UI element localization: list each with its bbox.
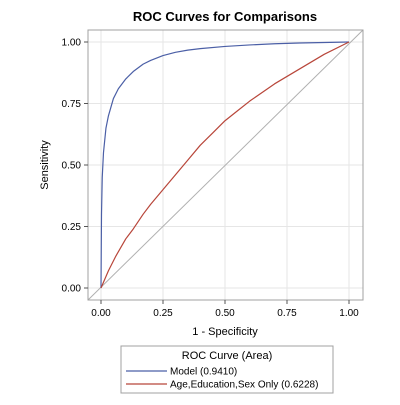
x-tick-label: 1.00 — [339, 308, 359, 319]
legend: ROC Curve (Area) Model (0.9410) Age,Educ… — [120, 345, 334, 394]
grid-layer — [88, 30, 363, 300]
series-layer — [100, 41, 350, 289]
x-tick-label: 0.00 — [91, 308, 111, 319]
y-tick-label: 0.50 — [62, 161, 82, 172]
x-tick-layer: 0.00 0.25 0.50 0.75 1.00 — [91, 300, 359, 319]
x-axis-label: 1 - Specificity — [192, 326, 258, 338]
series-line-age-education-sex — [100, 41, 350, 289]
chart-title: ROC Curves for Comparisons — [133, 9, 317, 24]
y-tick-label: 0.00 — [62, 284, 82, 295]
x-tick-label: 0.25 — [153, 308, 173, 319]
legend-entry-age-education-sex: Age,Education,Sex Only (0.6228) — [170, 380, 318, 391]
y-tick-label: 1.00 — [62, 38, 82, 49]
y-tick-label: 0.25 — [62, 222, 82, 233]
y-tick-layer: 0.00 0.25 0.50 0.75 1.00 — [62, 38, 88, 295]
legend-title: ROC Curve (Area) — [182, 350, 272, 362]
legend-entry-model: Model (0.9410) — [170, 367, 237, 378]
y-axis-label: Sensitivity — [39, 140, 51, 190]
legend-box — [120, 345, 334, 394]
y-tick-label: 0.75 — [62, 99, 82, 110]
series-line-model — [100, 41, 350, 289]
reference-diagonal — [87, 29, 364, 301]
x-tick-label: 0.50 — [215, 308, 235, 319]
reference-layer — [87, 29, 364, 301]
x-tick-label: 0.75 — [277, 308, 297, 319]
